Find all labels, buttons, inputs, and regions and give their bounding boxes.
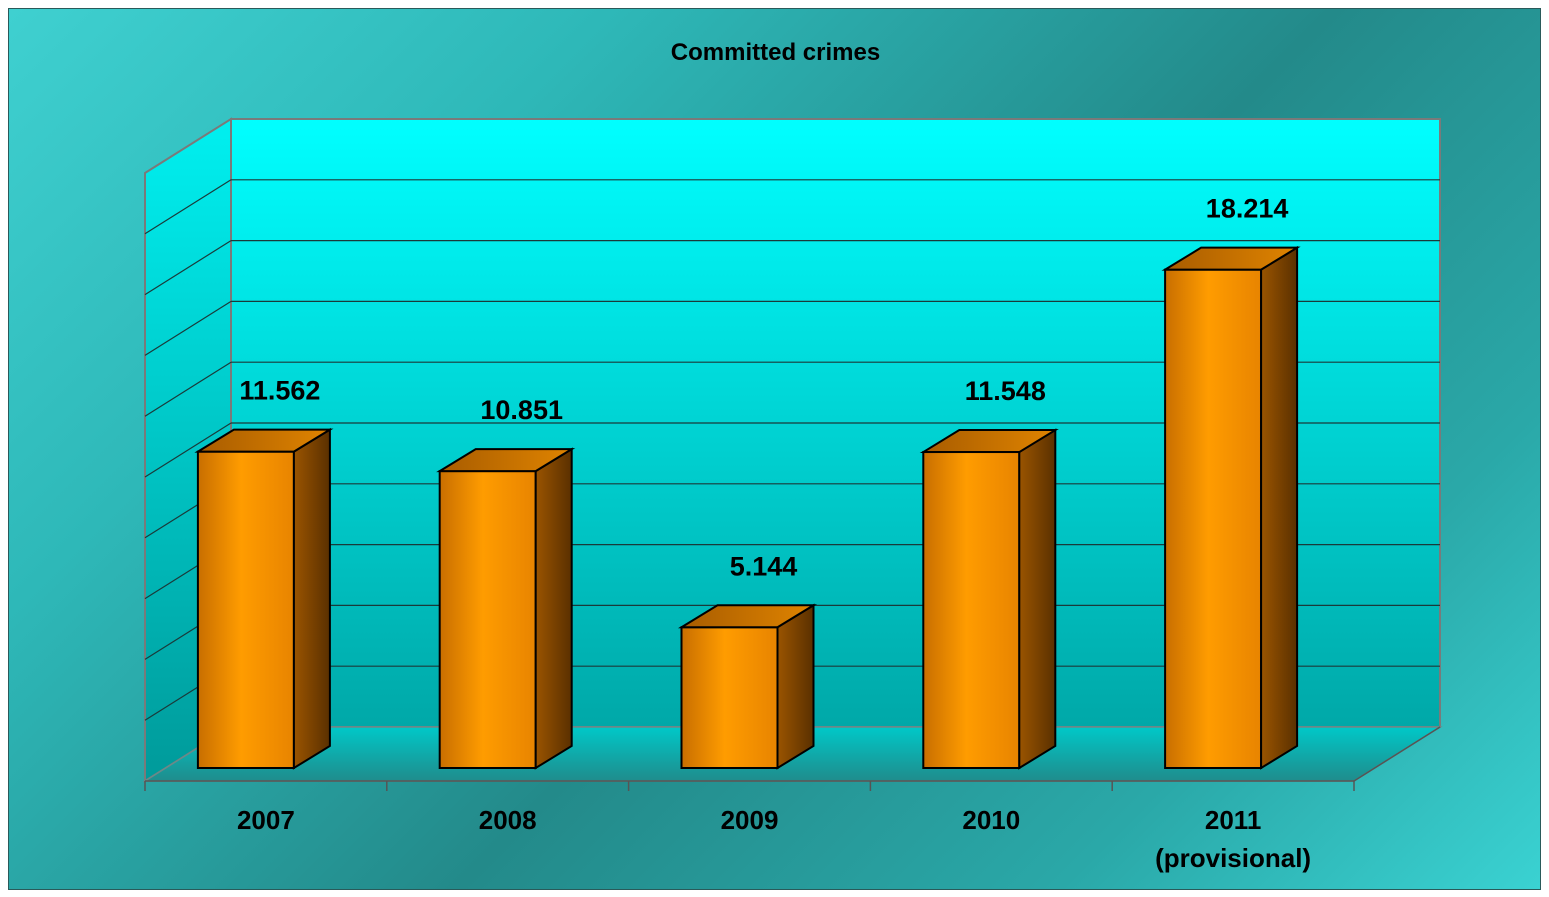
bar-top — [194, 428, 334, 453]
data-label: 18.214 — [1206, 194, 1289, 224]
bar — [919, 428, 1059, 770]
bar — [677, 603, 818, 770]
bar-front — [922, 451, 1021, 769]
data-label: 11.548 — [965, 376, 1046, 406]
chart-title: Committed crimes — [670, 39, 881, 66]
gridline-side — [144, 422, 232, 478]
bar-side — [1260, 245, 1299, 770]
data-label: 10.851 — [480, 395, 563, 425]
bar-front — [1164, 268, 1263, 769]
chart-frame: Committed crimes — [8, 8, 1541, 890]
x-axis — [144, 726, 1441, 791]
bar — [194, 427, 334, 770]
bar-side — [292, 427, 331, 770]
data-label: 11.562 — [239, 376, 320, 406]
gridline-side — [144, 300, 232, 356]
x-axis-depth-line — [1353, 726, 1441, 782]
bar — [1161, 245, 1301, 770]
bars — [194, 245, 1301, 770]
x-tick-label: 2008 — [479, 805, 537, 835]
bar — [436, 447, 576, 770]
x-tick-label: 2009 — [721, 805, 779, 835]
bar-top — [1161, 246, 1301, 271]
bar-front — [438, 470, 537, 769]
labels: 11.562 2007 10.851 2008 5.144 2009 11.548 2010 1… — [237, 194, 1311, 873]
bar-top — [677, 604, 818, 629]
bar-side — [776, 603, 815, 770]
bar-top — [919, 429, 1059, 454]
bar-side — [1018, 428, 1057, 770]
data-label: 5.144 — [730, 551, 798, 581]
bar-top — [436, 448, 576, 473]
gridline-side — [144, 240, 232, 296]
gridline-side — [144, 361, 232, 417]
x-tick-label: 2011 — [1205, 805, 1261, 835]
bar-front — [680, 626, 779, 769]
x-tick-label: 2007 — [237, 805, 295, 835]
chart-plot: 11.562 2007 10.851 2008 5.144 2009 11.548 2010 1… — [142, 117, 1443, 873]
gridline-side — [144, 179, 232, 235]
bar-front — [196, 450, 295, 769]
x-tick-label: 2010 — [962, 805, 1020, 835]
x-tick-label: (provisional) — [1155, 843, 1311, 873]
bar-side — [534, 447, 573, 770]
